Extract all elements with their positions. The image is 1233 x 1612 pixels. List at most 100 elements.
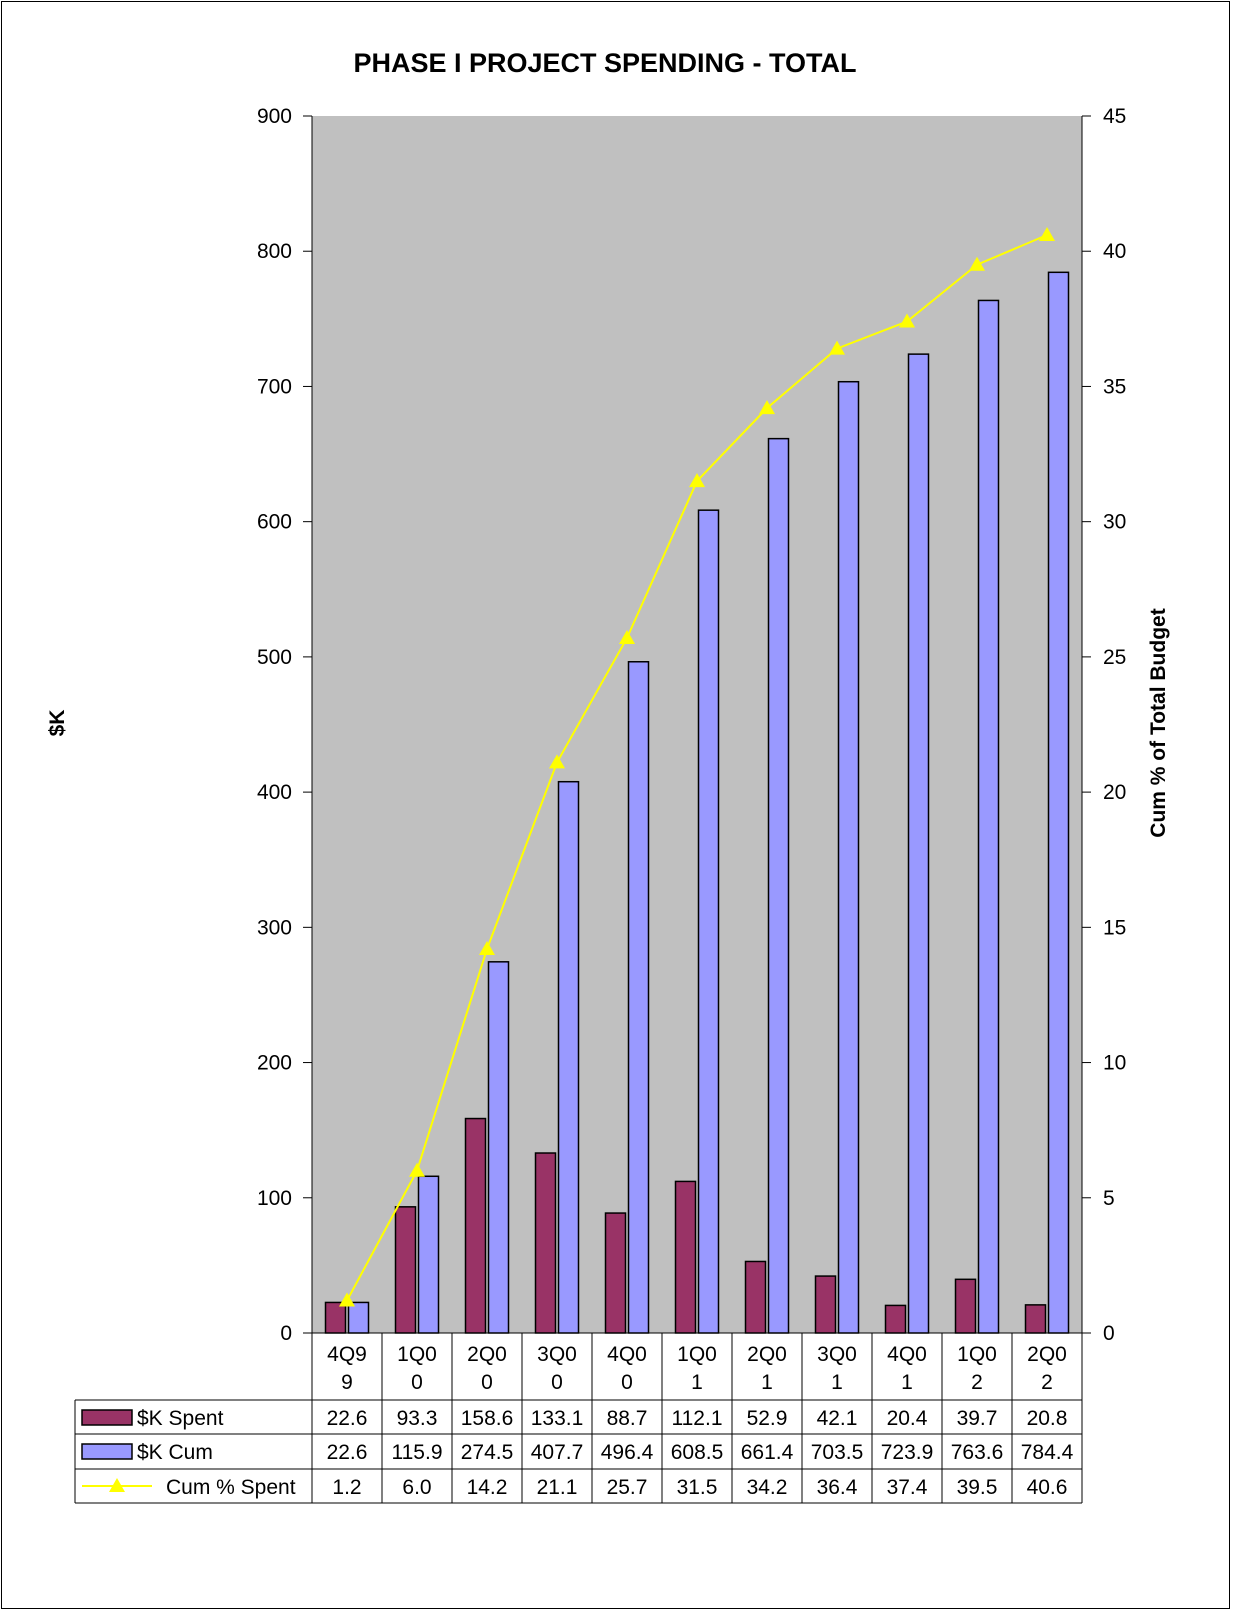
legend-key-k-spent bbox=[81, 1409, 133, 1426]
y-tick-label: 800 bbox=[257, 240, 292, 263]
x-tick-label: 4Q9 9 bbox=[327, 1343, 367, 1394]
legend-label-k-spent: $K Spent bbox=[137, 1407, 224, 1430]
bar--k-cum bbox=[347, 1301, 370, 1334]
table-cell-cum-spent: 25.7 bbox=[607, 1476, 648, 1499]
x-tick-label: 1Q0 0 bbox=[397, 1343, 437, 1394]
point-cum-percent-spent bbox=[969, 256, 985, 271]
bar--k-spent bbox=[324, 1301, 347, 1334]
x-tick-label: 1Q0 1 bbox=[677, 1343, 717, 1394]
table-cell-k-cum: 274.5 bbox=[461, 1441, 514, 1464]
table-cell-k-cum: 608.5 bbox=[671, 1441, 724, 1464]
bar--k-spent bbox=[534, 1152, 557, 1334]
table-cell-k-spent: 20.8 bbox=[1027, 1407, 1068, 1430]
table-cell-k-cum: 115.9 bbox=[392, 1441, 443, 1464]
bar--k-spent bbox=[884, 1304, 907, 1334]
point-cum-percent-spent bbox=[339, 1292, 355, 1307]
table-cell-k-spent: 88.7 bbox=[607, 1407, 648, 1430]
table-cell-k-spent: 112.1 bbox=[672, 1407, 723, 1430]
y2-tick-label: 20 bbox=[1103, 781, 1126, 804]
table-cell-k-spent: 20.4 bbox=[887, 1407, 928, 1430]
table-cell-cum-spent: 6.0 bbox=[402, 1476, 431, 1499]
bar--k-cum bbox=[1047, 271, 1070, 1334]
y-tick-label: 300 bbox=[257, 916, 292, 939]
table-cell-k-cum: 22.6 bbox=[327, 1441, 368, 1464]
point-cum-percent-spent bbox=[1039, 226, 1055, 241]
table-cell-k-spent: 158.6 bbox=[461, 1407, 514, 1430]
legend-key-k-cum bbox=[81, 1443, 133, 1460]
x-tick-label: 2Q0 0 bbox=[467, 1343, 507, 1394]
table-cell-k-spent: 22.6 bbox=[327, 1407, 368, 1430]
table-cell-cum-spent: 1.2 bbox=[332, 1476, 361, 1499]
legend-label-cum-spent: Cum % Spent bbox=[166, 1476, 296, 1499]
y-tick-label: 100 bbox=[257, 1187, 292, 1210]
table-cell-k-cum: 703.5 bbox=[811, 1441, 864, 1464]
y2-tick-label: 30 bbox=[1103, 511, 1126, 534]
x-tick-label: 4Q0 1 bbox=[887, 1343, 927, 1394]
y2-tick-label: 40 bbox=[1103, 240, 1126, 263]
table-cell-cum-spent: 14.2 bbox=[467, 1476, 508, 1499]
bar--k-cum bbox=[557, 780, 580, 1334]
legend-label-k-cum: $K Cum bbox=[137, 1441, 213, 1464]
table-cell-cum-spent: 39.5 bbox=[957, 1476, 998, 1499]
x-tick-label: 3Q0 0 bbox=[537, 1343, 577, 1394]
x-tick-label: 2Q0 1 bbox=[747, 1343, 787, 1394]
point-cum-percent-spent bbox=[619, 629, 635, 644]
y2-tick-label: 35 bbox=[1103, 375, 1126, 398]
bar--k-spent bbox=[464, 1117, 487, 1334]
table-cell-cum-spent: 34.2 bbox=[747, 1476, 788, 1499]
y-tick-label: 0 bbox=[280, 1322, 292, 1345]
table-cell-k-spent: 52.9 bbox=[747, 1407, 788, 1430]
point-cum-percent-spent bbox=[759, 400, 775, 415]
bar--k-cum bbox=[697, 509, 720, 1334]
table-cell-k-cum: 496.4 bbox=[601, 1441, 654, 1464]
x-tick-label: 1Q0 2 bbox=[957, 1343, 997, 1394]
y2-axis-title: Cum % of Total Budget bbox=[1147, 608, 1170, 837]
table-cell-cum-spent: 36.4 bbox=[817, 1476, 858, 1499]
y-tick-label: 700 bbox=[257, 375, 292, 398]
y-tick-label: 900 bbox=[257, 105, 292, 128]
table-cell-k-cum: 407.7 bbox=[531, 1441, 584, 1464]
bar--k-cum bbox=[627, 661, 650, 1334]
bar--k-spent bbox=[1024, 1304, 1047, 1334]
table-cell-k-cum: 723.9 bbox=[881, 1441, 934, 1464]
y2-tick-label: 45 bbox=[1103, 105, 1126, 128]
y2-tick-label: 0 bbox=[1103, 1322, 1115, 1345]
x-tick-label: 2Q0 2 bbox=[1027, 1343, 1067, 1394]
table-cell-cum-spent: 31.5 bbox=[677, 1476, 718, 1499]
bar--k-spent bbox=[394, 1206, 417, 1334]
y-tick-label: 600 bbox=[257, 511, 292, 534]
point-cum-percent-spent bbox=[409, 1162, 425, 1177]
point-cum-percent-spent bbox=[549, 754, 565, 769]
table-cell-cum-spent: 37.4 bbox=[887, 1476, 928, 1499]
table-cell-k-spent: 93.3 bbox=[397, 1407, 438, 1430]
chart-title: PHASE I PROJECT SPENDING - TOTAL bbox=[353, 48, 856, 78]
y-tick-label: 400 bbox=[257, 781, 292, 804]
y-tick-label: 500 bbox=[257, 646, 292, 669]
bar--k-cum bbox=[417, 1175, 440, 1334]
y2-tick-label: 10 bbox=[1103, 1052, 1126, 1075]
bar--k-spent bbox=[954, 1278, 977, 1334]
y2-tick-label: 5 bbox=[1103, 1187, 1115, 1210]
plot-area bbox=[312, 116, 1082, 1333]
legend-key-marker-cum-spent bbox=[109, 1478, 125, 1492]
point-cum-percent-spent bbox=[829, 340, 845, 355]
table-cell-k-spent: 39.7 bbox=[957, 1407, 998, 1430]
bar--k-spent bbox=[814, 1275, 837, 1334]
bar--k-cum bbox=[837, 380, 860, 1334]
table-cell-cum-spent: 40.6 bbox=[1027, 1476, 1068, 1499]
bar--k-cum bbox=[767, 437, 790, 1334]
bar--k-cum bbox=[487, 961, 510, 1334]
table-cell-k-spent: 42.1 bbox=[817, 1407, 858, 1430]
y-axis-title: $K bbox=[46, 710, 69, 737]
x-tick-label: 3Q0 1 bbox=[817, 1343, 857, 1394]
y2-tick-label: 25 bbox=[1103, 646, 1126, 669]
bar--k-spent bbox=[744, 1260, 767, 1334]
point-cum-percent-spent bbox=[479, 940, 495, 955]
table-cell-k-spent: 133.1 bbox=[531, 1407, 584, 1430]
bar--k-cum bbox=[907, 353, 930, 1334]
bar--k-spent bbox=[674, 1180, 697, 1334]
bar--k-spent bbox=[604, 1212, 627, 1334]
table-cell-k-cum: 763.6 bbox=[951, 1441, 1004, 1464]
y2-tick-label: 15 bbox=[1103, 916, 1126, 939]
table-cell-cum-spent: 21.1 bbox=[537, 1476, 578, 1499]
